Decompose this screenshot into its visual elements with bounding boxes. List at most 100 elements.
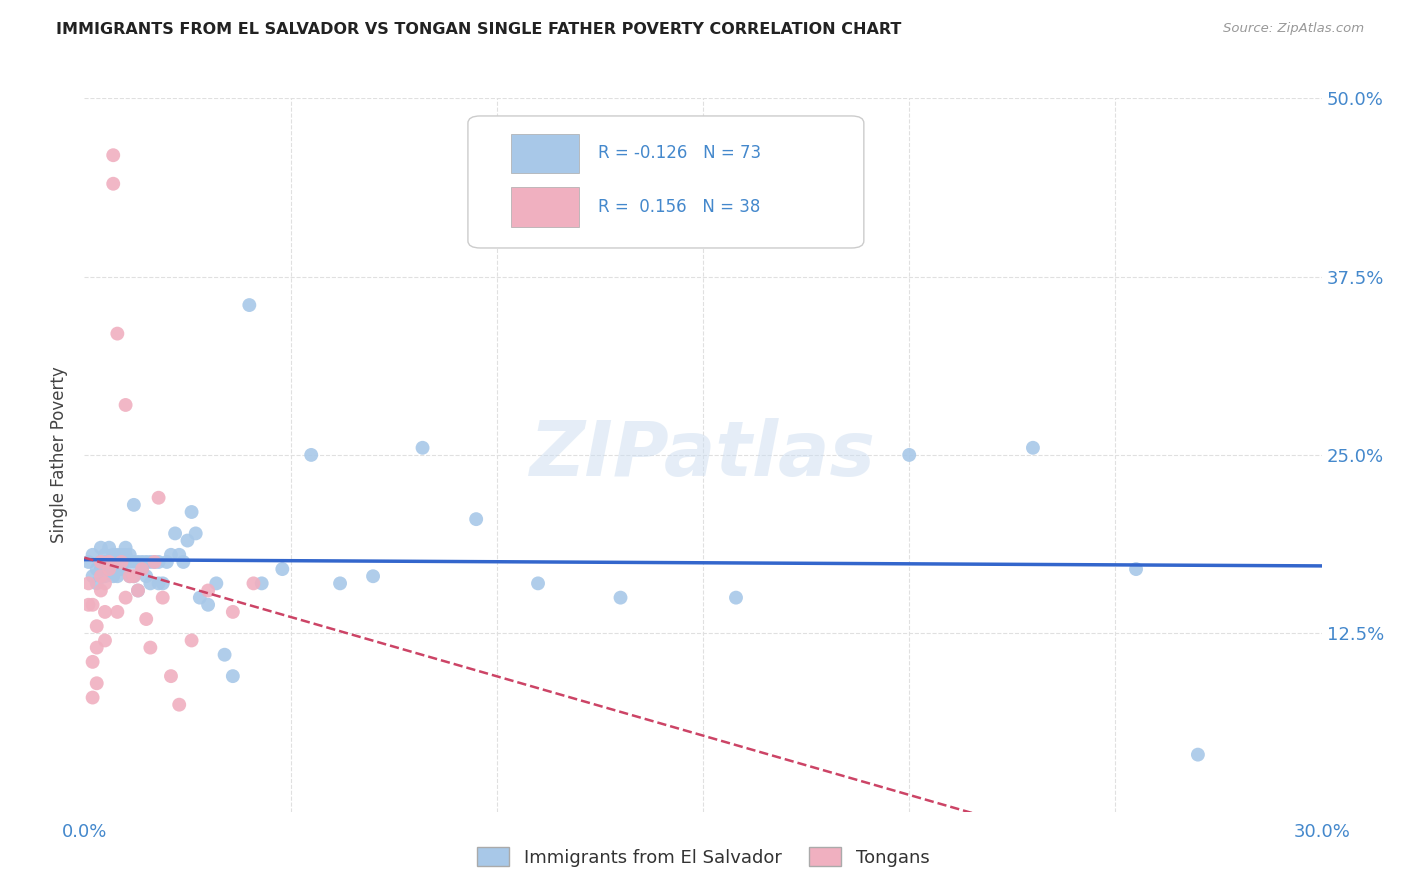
Point [105, 569, 128, 583]
Point [1022, 441, 1045, 455]
Point [98, 562, 121, 576]
Bar [512, 134, 579, 173]
Point [197, 598, 219, 612]
Point [94, 569, 117, 583]
Point [82, 598, 104, 612]
Point [1125, 562, 1147, 576]
Point [176, 533, 198, 548]
Point [1187, 747, 1209, 762]
Point [90, 555, 112, 569]
Point [94, 633, 117, 648]
Point [114, 591, 136, 605]
Point [114, 548, 136, 562]
Point [105, 555, 128, 569]
Point [94, 555, 117, 569]
Point [180, 505, 202, 519]
Point [103, 548, 125, 562]
Point [156, 555, 179, 569]
Text: Source: ZipAtlas.com: Source: ZipAtlas.com [1223, 22, 1364, 36]
Point [139, 555, 162, 569]
Point [77, 555, 100, 569]
Point [98, 562, 121, 576]
Point [329, 576, 352, 591]
Point [103, 177, 125, 191]
Legend: Immigrants from El Salvador, Tongans: Immigrants from El Salvador, Tongans [470, 840, 936, 874]
Point [609, 591, 631, 605]
Point [127, 555, 149, 569]
Point [250, 576, 273, 591]
Point [110, 548, 132, 562]
Point [94, 548, 117, 562]
Point [122, 569, 145, 583]
Point [898, 448, 921, 462]
Point [94, 605, 117, 619]
Point [135, 555, 157, 569]
Bar [512, 187, 579, 227]
Point [90, 583, 112, 598]
Point [105, 562, 128, 576]
Point [105, 605, 128, 619]
Point [114, 398, 136, 412]
Point [152, 591, 174, 605]
Point [205, 576, 228, 591]
Point [143, 555, 166, 569]
Point [131, 562, 153, 576]
Point [98, 541, 121, 555]
Point [127, 583, 149, 598]
Point [238, 298, 260, 312]
Point [118, 555, 141, 569]
Point [110, 555, 132, 569]
Point [94, 576, 117, 591]
Point [148, 555, 170, 569]
Point [105, 326, 128, 341]
Point [86, 640, 108, 655]
Point [110, 562, 132, 576]
Point [180, 633, 202, 648]
Point [127, 583, 149, 598]
Point [222, 605, 245, 619]
Point [131, 555, 153, 569]
Point [82, 690, 104, 705]
Point [222, 669, 245, 683]
Point [90, 541, 112, 555]
Point [160, 669, 183, 683]
Point [465, 512, 488, 526]
Point [118, 548, 141, 562]
Point [118, 569, 141, 583]
Point [197, 583, 219, 598]
Point [90, 562, 112, 576]
Point [77, 598, 100, 612]
Point [148, 491, 170, 505]
Point [122, 569, 145, 583]
Point [98, 555, 121, 569]
Point [139, 640, 162, 655]
Point [103, 148, 125, 162]
Point [165, 526, 187, 541]
Point [98, 555, 121, 569]
Point [139, 576, 162, 591]
Point [271, 562, 294, 576]
Point [361, 569, 384, 583]
Point [214, 648, 236, 662]
Point [122, 555, 145, 569]
Point [110, 555, 132, 569]
Point [114, 541, 136, 555]
Text: ZIPatlas: ZIPatlas [530, 418, 876, 491]
Point [77, 576, 100, 591]
Text: R = -0.126   N = 73: R = -0.126 N = 73 [598, 145, 761, 162]
Point [82, 569, 104, 583]
Point [172, 555, 194, 569]
Point [135, 569, 157, 583]
Point [82, 548, 104, 562]
Point [143, 555, 166, 569]
Point [135, 612, 157, 626]
Point [167, 548, 190, 562]
Point [724, 591, 747, 605]
Point [86, 562, 108, 576]
Point [90, 555, 112, 569]
Point [160, 548, 183, 562]
Point [103, 555, 125, 569]
Point [114, 555, 136, 569]
Point [105, 548, 128, 562]
Point [122, 498, 145, 512]
